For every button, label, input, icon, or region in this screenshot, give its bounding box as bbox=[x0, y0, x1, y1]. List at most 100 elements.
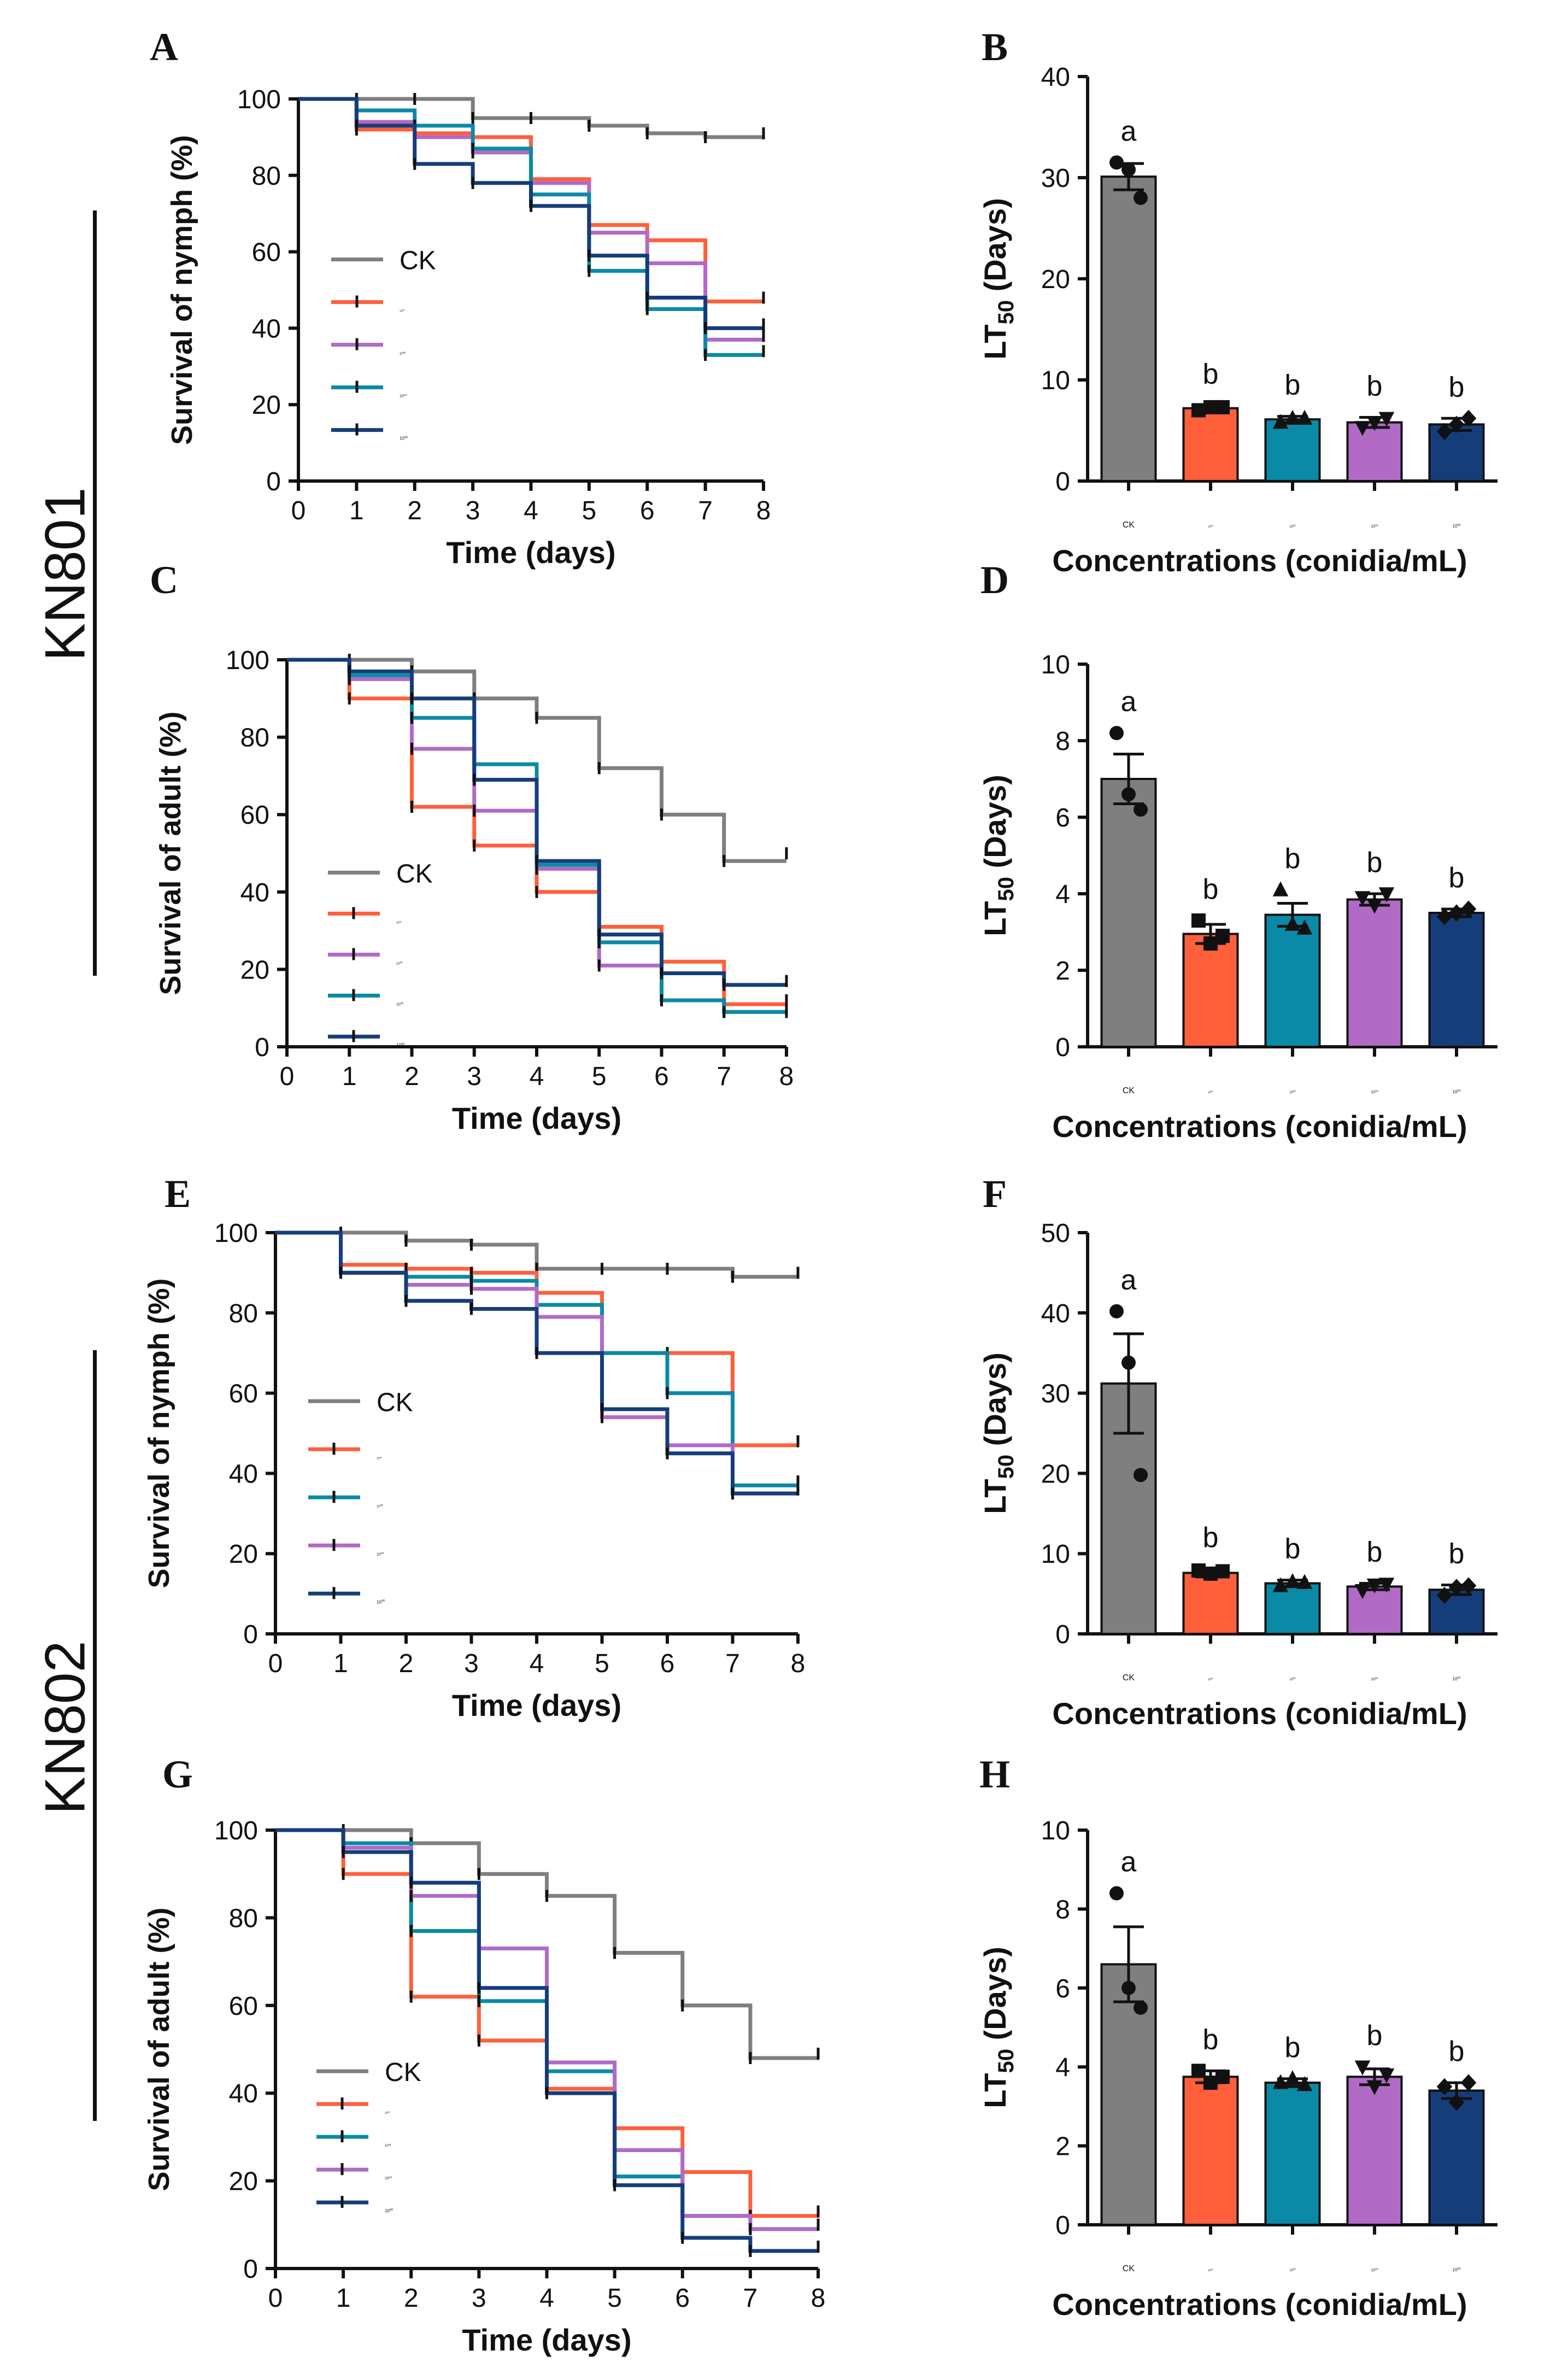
legend-label: CK bbox=[396, 859, 433, 888]
bar bbox=[1428, 912, 1485, 1048]
legend-label-base: 10 bbox=[396, 921, 400, 924]
data-point bbox=[1121, 162, 1136, 177]
legend-label: 1048 bbox=[377, 1504, 383, 1508]
y-tick-label: 6 bbox=[1055, 1974, 1070, 2003]
y-tick-label: 30 bbox=[1041, 164, 1070, 193]
y-tick-label: 10 bbox=[1041, 366, 1070, 395]
y-axis-title: Survival of nymph (%) bbox=[143, 1278, 175, 1588]
group-label-kn801: KN801 bbox=[33, 487, 97, 661]
x-axis-title: Time (days) bbox=[452, 1101, 621, 1135]
significance-letter: a bbox=[1121, 115, 1137, 147]
y-tick-label: 80 bbox=[252, 162, 281, 191]
significance-letter: b bbox=[1285, 1533, 1301, 1565]
significance-letter: b bbox=[1367, 847, 1383, 878]
legend-label: 1048 bbox=[396, 1002, 403, 1007]
y-tick-label: 20 bbox=[252, 391, 281, 420]
significance-letter: b bbox=[1449, 1538, 1465, 1569]
legend-label-exp: 48 bbox=[388, 2111, 390, 2113]
legend-label: 1048 bbox=[377, 1552, 384, 1557]
x-tick-label: 3 bbox=[466, 496, 480, 525]
x-tick-label-base: 10 bbox=[1371, 2269, 1375, 2272]
x-tick-label: 1050 bbox=[1453, 1677, 1461, 1681]
significance-letter: a bbox=[1121, 686, 1137, 718]
y-tick-label: 60 bbox=[240, 801, 269, 830]
x-tick-label-exp: 50 bbox=[1293, 1090, 1296, 1093]
x-tick-label-base: 10 bbox=[1453, 524, 1458, 529]
x-tick-label-base: 10 bbox=[1453, 2267, 1458, 2272]
y-tick-label: 100 bbox=[226, 646, 269, 675]
significance-letter: b bbox=[1367, 2020, 1383, 2052]
x-tick-label: 0 bbox=[280, 1062, 295, 1091]
legend-label-exp: 48 bbox=[401, 1042, 404, 1046]
data-point bbox=[1460, 409, 1477, 427]
y-tick-label: 20 bbox=[1041, 265, 1070, 294]
legend-label: 1048 bbox=[400, 394, 407, 398]
x-axis-title: Time (days) bbox=[462, 2323, 631, 2357]
y-axis-title: Survival of nymph (%) bbox=[166, 135, 198, 445]
x-tick-label-exp: 50 bbox=[1293, 524, 1296, 527]
y-axis-title: Survival of adult (%) bbox=[154, 711, 187, 995]
panel-letter-G: G bbox=[162, 1752, 193, 1796]
x-tick-label-exp: 50 bbox=[1211, 2269, 1213, 2271]
x-tick-label: 4 bbox=[524, 496, 538, 525]
legend-label-base: 10 bbox=[385, 2112, 388, 2115]
significance-letter: b bbox=[1203, 1522, 1219, 1554]
legend-label-exp: 48 bbox=[380, 1504, 383, 1507]
x-tick-label-exp: 50 bbox=[1211, 1091, 1213, 1093]
bar bbox=[1346, 2076, 1403, 2226]
x-axis-title: Concentrations (conidia/mL) bbox=[1052, 543, 1467, 578]
x-tick-label-exp: 50 bbox=[1375, 1089, 1378, 1093]
x-tick-label: 2 bbox=[404, 2284, 419, 2313]
y-axis-title-sub: 50 bbox=[994, 1455, 1018, 1479]
series-line-10^8 bbox=[275, 1230, 798, 1496]
y-axis-title: LT50 (Days) bbox=[978, 775, 1018, 936]
x-tick-label: 4 bbox=[539, 2284, 554, 2313]
significance-letter: a bbox=[1121, 1847, 1137, 1878]
x-tick-label: 4 bbox=[530, 1062, 544, 1091]
legend-label: 1048 bbox=[400, 309, 404, 313]
data-point bbox=[1109, 726, 1124, 740]
data-point bbox=[1354, 2060, 1371, 2076]
data-point bbox=[1109, 155, 1124, 170]
y-axis-title-rest: (Days) bbox=[978, 1352, 1012, 1455]
legend-label-exp: 48 bbox=[380, 1456, 382, 1458]
x-tick-label: 1050 bbox=[1453, 524, 1461, 529]
legend-label-base: 10 bbox=[377, 1505, 380, 1508]
x-tick-label: 0 bbox=[291, 496, 306, 525]
bar bbox=[1100, 175, 1157, 482]
bar bbox=[1428, 1589, 1485, 1636]
bar bbox=[1264, 2082, 1321, 2226]
group-bracket-kn801 bbox=[93, 210, 97, 976]
y-tick-label: 40 bbox=[1041, 1299, 1070, 1328]
data-point bbox=[1272, 881, 1289, 896]
x-tick-label: 1050 bbox=[1289, 1677, 1296, 1681]
y-tick-label: 60 bbox=[252, 238, 281, 267]
significance-letter: b bbox=[1285, 843, 1301, 875]
panel-B: 010203040aCK50b1050b1050b1050b1050Concen… bbox=[978, 63, 1497, 578]
x-tick-label: 8 bbox=[811, 2284, 826, 2313]
legend-label: 1048 bbox=[385, 2176, 392, 2181]
data-point bbox=[1296, 2076, 1313, 2091]
y-tick-label: 8 bbox=[1055, 727, 1070, 756]
legend-label: 1048 bbox=[385, 2111, 390, 2115]
panel-E: 0 20 40 60 80 100 0 1 2 3 4 5 6 7 8 Time (days) Survival… bbox=[143, 1219, 805, 1722]
y-tick-label: 20 bbox=[1041, 1460, 1070, 1488]
legend-label-base: 10 bbox=[377, 1552, 381, 1556]
legend-label-exp: 48 bbox=[389, 2176, 392, 2179]
panel-letter-F: F bbox=[983, 1172, 1007, 1216]
data-point bbox=[1203, 400, 1218, 414]
y-tick-label: 40 bbox=[240, 878, 269, 907]
data-point bbox=[1460, 2074, 1477, 2091]
y-tick-label: 0 bbox=[266, 467, 281, 496]
x-axis-title: Concentrations (conidia/mL) bbox=[1052, 1109, 1467, 1144]
bar bbox=[1346, 1585, 1403, 1635]
y-tick-label: 4 bbox=[1055, 880, 1070, 909]
data-point bbox=[1134, 1468, 1148, 1482]
series-line-10^8 bbox=[298, 97, 764, 330]
x-tick-label: CK50 bbox=[1123, 1086, 1135, 1095]
y-tick-label: 60 bbox=[229, 1380, 258, 1409]
data-point bbox=[1366, 416, 1383, 431]
y-tick-label: 50 bbox=[1041, 1219, 1070, 1248]
legend-label: 1048 bbox=[396, 921, 401, 925]
x-tick-label: 4 bbox=[530, 1649, 544, 1678]
